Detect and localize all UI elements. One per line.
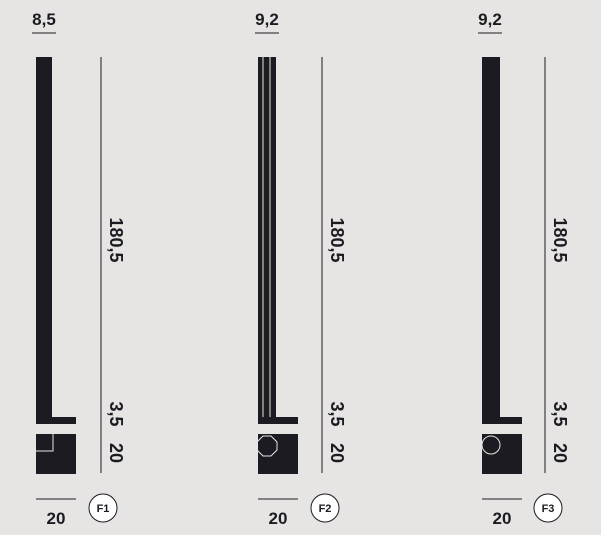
top-width-label: 9,2 [255, 10, 279, 29]
foot-block [36, 434, 76, 474]
bottom-width-label: 20 [47, 509, 66, 528]
base-plate-height-label: 3,5 [327, 401, 347, 426]
post-body [482, 57, 500, 417]
post-profile-lines [262, 57, 271, 417]
base-plate [36, 417, 76, 424]
top-width-label: 8,5 [32, 10, 56, 29]
bottom-width-label: 20 [493, 509, 512, 528]
figure-f3: 9,2 180,5 3,5 20 20 F3 [478, 10, 570, 528]
octagon-icon [256, 435, 278, 457]
figure-badge: F1 [88, 493, 118, 523]
foot-height-label: 20 [550, 443, 570, 463]
base-plate-height-label: 3,5 [106, 401, 126, 426]
foot-height-label: 20 [327, 443, 347, 463]
badge-label: F2 [319, 503, 332, 515]
base-plate [482, 417, 522, 424]
foot-block [258, 434, 298, 474]
figure-badge: F2 [310, 493, 340, 523]
badge-label: F1 [97, 503, 110, 515]
base-plate [258, 417, 298, 424]
badge-label: F3 [542, 503, 555, 515]
foot-height-label: 20 [106, 443, 126, 463]
post-body [36, 57, 52, 417]
badge-circle [310, 493, 340, 523]
circle-icon [481, 435, 501, 455]
base-plate-height-label: 3,5 [550, 401, 570, 426]
post-body [258, 57, 276, 417]
top-width-label: 9,2 [478, 10, 502, 29]
badge-circle [533, 493, 563, 523]
figure-badge: F3 [533, 493, 563, 523]
main-height-label: 180,5 [550, 217, 570, 262]
main-height-label: 180,5 [327, 217, 347, 262]
badge-circle [88, 493, 118, 523]
figure-f2: 9,2 180,5 3,5 20 20 F2 [255, 10, 347, 528]
main-height-label: 180,5 [106, 217, 126, 262]
bottom-width-label: 20 [269, 509, 288, 528]
figure-f1: 8,5 180,5 3,5 20 20 F1 [32, 10, 126, 528]
corner-notch-icon [36, 434, 54, 452]
